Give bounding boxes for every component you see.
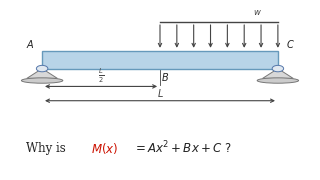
Ellipse shape xyxy=(257,78,299,83)
Polygon shape xyxy=(263,69,293,78)
Polygon shape xyxy=(27,69,57,78)
Text: B: B xyxy=(161,73,168,83)
Text: A: A xyxy=(27,40,33,50)
Text: C: C xyxy=(287,40,293,50)
Ellipse shape xyxy=(21,78,63,83)
Text: $= Ax^2 + Bx + C\ ?$: $= Ax^2 + Bx + C\ ?$ xyxy=(133,140,232,156)
Text: $\frac{L}{2}$: $\frac{L}{2}$ xyxy=(98,66,104,85)
Text: w: w xyxy=(254,8,260,17)
Bar xyxy=(42,51,278,69)
Text: $M(x)$: $M(x)$ xyxy=(92,141,119,156)
Text: $L$: $L$ xyxy=(156,87,164,99)
Text: Why is: Why is xyxy=(26,141,70,155)
Circle shape xyxy=(36,65,48,72)
Circle shape xyxy=(272,65,284,72)
